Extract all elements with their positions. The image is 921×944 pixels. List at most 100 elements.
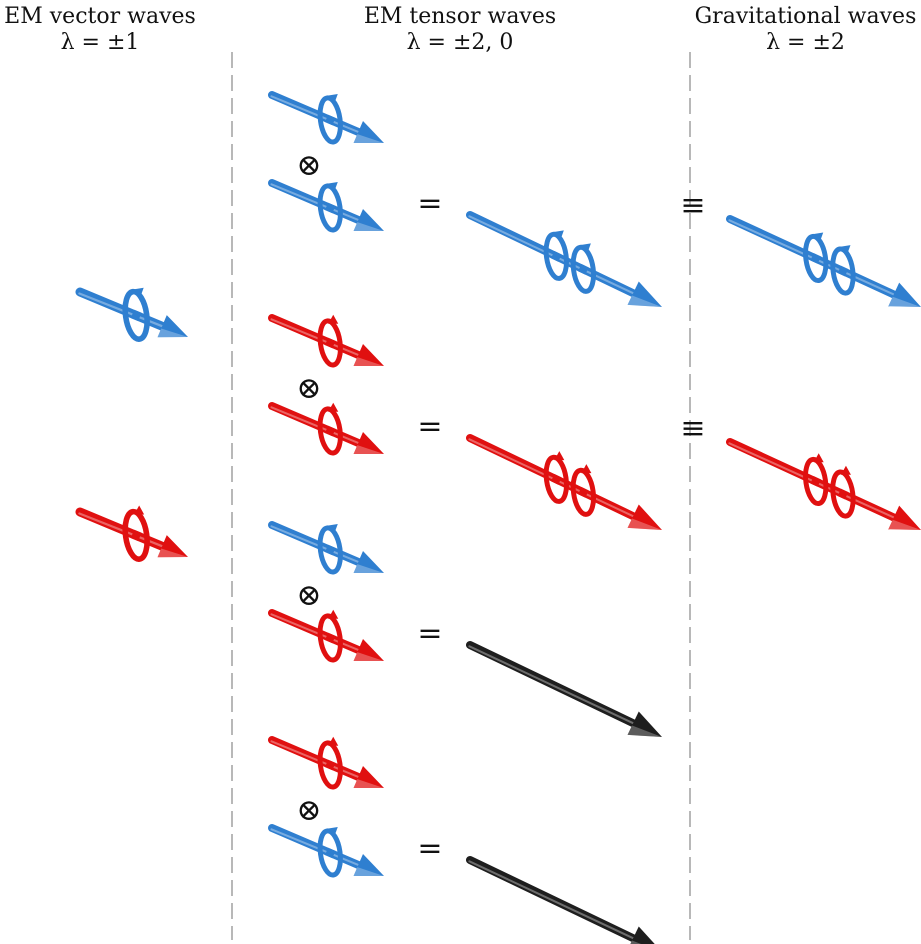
product-2-result-arrow-shaft-highlight (468, 438, 635, 518)
product-2-result-arrow-head (627, 504, 662, 530)
product-3-factor-2-arrow-coil (317, 613, 343, 663)
vector-wave-arrow-positive-head (157, 315, 188, 338)
product-2-result-arrow-coil-arrow (554, 451, 565, 461)
vector-wave-arrow-negative-shaft-segment (130, 529, 142, 542)
product-1-result-arrow-coil (570, 244, 597, 294)
product-4-result-arrow-shaft (466, 856, 638, 943)
product-3-factor-1-arrow-shaft (268, 521, 363, 566)
product-2-factor-2-arrow-shaft-segment (324, 425, 336, 437)
product-1-factor-1-arrow-coil-arrow (327, 94, 338, 104)
graviton-arrow-2 (726, 438, 921, 530)
product-3-factor-2-arrow (268, 609, 384, 663)
product-2-result-arrow-shaft-segment (578, 486, 589, 498)
vector-wave-arrow-positive-coil (122, 288, 150, 342)
product-1-result-arrow-coil (543, 231, 569, 281)
graviton-arrow-2-coil (803, 456, 829, 507)
product-1-equivalent-symbol: ≡ (680, 188, 705, 223)
product-1-factor-1-arrow-head (353, 120, 384, 143)
product-2-factor-1-arrow-head-highlight (353, 357, 384, 366)
vector-wave-arrow-negative-coil (122, 508, 150, 562)
product-1-factor-2-arrow-head (353, 208, 384, 231)
product-1-factor-2-arrow (268, 179, 384, 233)
product-4-factor-1-arrow-head (353, 765, 384, 788)
column-title-gravitational: Gravitational waves λ = ±2 (690, 4, 921, 56)
product-4-factor-2-arrow (268, 824, 384, 878)
product-2-result-arrow-shaft (466, 434, 638, 521)
product-2-result-arrow-coil (570, 467, 597, 517)
product-3-factor-1-arrow-head (353, 550, 384, 573)
column-title-em-vector: EM vector waves λ = ±1 (0, 4, 200, 56)
product-4-factor-2-arrow-shaft-segment (324, 847, 336, 859)
product-2-factor-2-arrow-coil (317, 406, 343, 456)
product-1-result-arrow-shaft-highlight (468, 215, 635, 295)
product-2-factor-1-arrow-shaft-segment (324, 337, 336, 349)
product-3-factor-1-arrow-shaft-highlight (270, 525, 360, 563)
product-2-factor-2-arrow-head (353, 431, 384, 454)
product-2-factor-2-arrow-head-highlight (353, 445, 384, 454)
column-title-gravitational-helicity: λ = ±2 (766, 30, 845, 55)
product-3-result-arrow-shaft (466, 641, 638, 728)
product-1-factor-2-arrow-head-highlight (353, 222, 384, 231)
product-4-factor-2-arrow-coil-arrow (327, 827, 338, 837)
vector-wave-arrow-positive (75, 287, 188, 342)
product-3-factor-1-arrow-coil (317, 525, 343, 575)
product-1-result-arrow-shaft-segment (550, 251, 562, 262)
product-2-result-arrow-shaft-segment (550, 474, 562, 485)
vector-wave-arrow-positive-coil-arrow (133, 287, 144, 298)
product-4-equals-symbol: = (417, 831, 442, 866)
product-1-factor-1-arrow-coil (317, 95, 343, 145)
vector-wave-arrow-positive-head-highlight (157, 328, 188, 338)
product-4-result-arrow-shaft-highlight (468, 860, 635, 940)
product-4-factor-1-arrow (268, 736, 384, 790)
product-3-factor-1-arrow (268, 521, 384, 575)
product-2-factor-1-arrow (268, 314, 384, 368)
product-3-tensor-symbol: ⊗ (296, 578, 321, 613)
column-title-em-tensor-helicity: λ = ±2, 0 (406, 30, 514, 55)
graviton-arrow-2-shaft-segment (837, 488, 849, 500)
product-1-factor-2-arrow-coil-arrow (327, 182, 338, 192)
graviton-arrow-1-coil-arrow (813, 232, 824, 242)
graviton-arrow-1-coil-arrow (840, 245, 851, 255)
product-2-result-arrow-coil (543, 454, 569, 504)
graviton-arrow-2-coil-arrow (840, 465, 851, 475)
product-3-factor-1-arrow-coil-arrow (327, 524, 338, 534)
product-1-result-arrow-head-highlight (627, 295, 662, 307)
graviton-arrow-1 (726, 215, 921, 307)
graviton-arrow-2-coil (830, 469, 856, 519)
product-2-tensor-symbol: ⊗ (296, 371, 321, 406)
graviton-arrow-2-head-highlight (888, 519, 921, 530)
column-title-em-vector-helicity: λ = ±1 (60, 30, 140, 55)
product-2-equals-symbol: = (417, 409, 442, 444)
product-1-tensor-symbol: ⊗ (296, 148, 321, 183)
graviton-arrow-1-coil (830, 246, 856, 296)
product-2-equivalent-symbol: ≡ (680, 411, 705, 446)
product-2-factor-1-arrow-shaft-highlight (270, 318, 360, 356)
product-3-factor-1-arrow-shaft-segment (324, 544, 336, 556)
vector-wave-arrow-positive-shaft-segment (130, 309, 142, 322)
vector-wave-arrow-negative-head-highlight (157, 548, 188, 558)
column-title-em-tensor: EM tensor waves λ = ±2, 0 (340, 4, 580, 56)
graviton-arrow-2-shaft-segment (810, 476, 822, 487)
product-2-factor-2-arrow-shaft (268, 402, 363, 447)
graviton-arrow-1-head-highlight (888, 296, 921, 307)
column-title-em-tensor-name: EM tensor waves (363, 4, 557, 29)
product-4-factor-1-arrow-coil-arrow (328, 736, 339, 746)
product-3-result-arrow (466, 641, 662, 737)
product-2-factor-2-arrow-shaft-highlight (270, 406, 360, 444)
graviton-arrow-1-shaft-segment (837, 265, 849, 277)
product-4-factor-2-arrow-coil (317, 828, 343, 878)
product-2-result-arrow (466, 434, 662, 530)
product-1-factor-1-arrow-head-highlight (353, 134, 384, 143)
graviton-arrow-1-shaft-highlight (728, 219, 895, 296)
product-1-factor-2-arrow-shaft-segment (324, 202, 336, 214)
product-4-factor-2-arrow-shaft-highlight (270, 828, 360, 866)
product-4-factor-2-arrow-shaft (268, 824, 363, 869)
column-title-em-vector-name: EM vector waves (4, 4, 196, 29)
product-2-factor-1-arrow-coil (317, 318, 343, 368)
product-4-factor-2-arrow-head-highlight (353, 867, 384, 876)
product-3-factor-2-arrow-shaft-highlight (270, 613, 360, 651)
product-4-factor-1-arrow-coil (317, 740, 343, 790)
product-2-result-arrow-coil-arrow (581, 464, 592, 474)
column-title-gravitational-name: Gravitational waves (694, 4, 917, 29)
